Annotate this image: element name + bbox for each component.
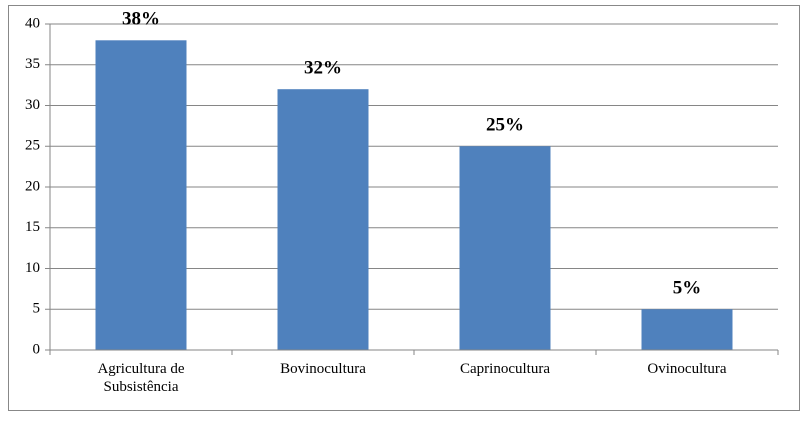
x-tick-label-box: Bovinocultura — [280, 361, 366, 377]
y-tick-label: 35 — [25, 56, 40, 72]
y-tick-label: 40 — [25, 15, 40, 31]
value-label: 38% — [122, 9, 160, 30]
y-tick-label: 5 — [33, 301, 41, 317]
bar — [277, 89, 369, 350]
y-tick-label: 20 — [25, 178, 40, 194]
x-tick-label: Bovinocultura — [280, 361, 366, 377]
x-tick-label-box: Ovinocultura — [647, 361, 727, 377]
x-tick-label-box: Agricultura de Subsistência — [97, 361, 185, 395]
value-label: 5% — [673, 278, 702, 299]
bar — [459, 146, 551, 350]
y-tick-label: 15 — [25, 219, 40, 235]
value-label: 25% — [486, 115, 524, 136]
x-tick-label-box: Caprinocultura — [460, 361, 550, 377]
x-tick-label: Caprinocultura — [460, 361, 550, 377]
y-tick-label: 10 — [25, 260, 40, 276]
x-tick-label: Agricultura de Subsistência — [97, 361, 185, 395]
y-tick-label: 30 — [25, 97, 40, 113]
x-tick-label: Ovinocultura — [647, 361, 727, 377]
value-label: 32% — [304, 58, 342, 79]
y-tick-label: 25 — [25, 138, 40, 154]
bar — [641, 309, 733, 350]
y-tick-label: 0 — [33, 341, 41, 357]
bar — [95, 40, 187, 351]
